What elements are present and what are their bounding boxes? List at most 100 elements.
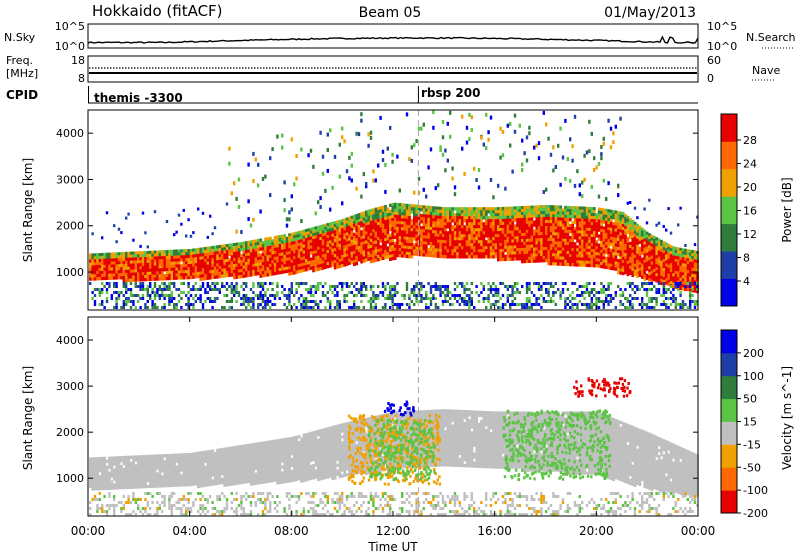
power-cell <box>338 243 342 248</box>
power-cell <box>93 303 97 306</box>
power-cell <box>362 247 366 251</box>
power-cell <box>645 231 649 235</box>
power-cell <box>204 258 207 263</box>
power-cell <box>566 157 569 162</box>
power-cell <box>237 275 241 279</box>
power-cell <box>326 300 329 303</box>
power-cell <box>629 235 632 240</box>
power-cell <box>129 306 133 309</box>
power-cell <box>206 235 209 239</box>
power-cell <box>281 240 284 244</box>
power-cell <box>257 282 260 285</box>
power-cell <box>638 252 642 256</box>
power-cell <box>305 253 308 257</box>
power-cell <box>583 221 587 225</box>
power-cell <box>638 249 642 253</box>
power-cell <box>549 211 553 215</box>
power-cell <box>125 300 128 303</box>
power-cell <box>537 223 541 227</box>
power-cell <box>617 250 620 254</box>
power-cell <box>312 257 315 261</box>
power-cell <box>353 294 356 297</box>
power-cell <box>485 243 488 247</box>
power-cell <box>629 250 632 255</box>
power-cell <box>537 303 541 306</box>
power-cell <box>189 272 193 277</box>
power-cell <box>446 219 450 223</box>
power-cell <box>345 300 349 303</box>
power-cell <box>125 275 128 280</box>
power-cell <box>461 234 464 238</box>
power-cell <box>552 250 555 254</box>
power-cell <box>585 150 589 155</box>
power-cell <box>456 240 459 244</box>
power-cell <box>165 256 169 260</box>
power-cell <box>667 249 671 253</box>
power-cell <box>115 270 119 274</box>
power-cell <box>225 259 229 263</box>
power-cell <box>259 303 262 306</box>
power-cell <box>259 268 263 272</box>
power-cell <box>420 297 423 300</box>
power-cell <box>441 135 445 140</box>
power-cell <box>564 223 567 228</box>
power-cell <box>650 300 653 303</box>
power-cell <box>410 237 414 241</box>
power-cell <box>554 244 558 248</box>
power-cell <box>156 268 159 272</box>
power-cell <box>494 294 497 297</box>
power-cell <box>665 254 668 258</box>
power-cell <box>194 257 198 261</box>
power-cell <box>312 242 315 246</box>
power-cell <box>434 221 438 225</box>
power-cell <box>259 244 263 248</box>
power-cell <box>290 262 294 267</box>
power-cell <box>197 265 200 270</box>
power-cell <box>432 233 435 237</box>
power-cell <box>113 291 116 294</box>
power-cell <box>605 256 608 261</box>
power-cell <box>216 245 219 249</box>
power-cell <box>624 231 627 236</box>
power-cell <box>602 250 606 254</box>
power-cell <box>585 236 589 240</box>
power-cell <box>554 220 558 224</box>
power-cell <box>259 238 263 242</box>
power-cell <box>283 198 286 203</box>
power-cell <box>679 253 683 258</box>
power-cell <box>509 251 512 255</box>
power-cell <box>489 252 493 256</box>
power-cell <box>353 303 356 306</box>
power-cell <box>585 291 589 294</box>
power-cell <box>636 235 639 239</box>
power-cell <box>415 294 418 297</box>
power-cell <box>624 255 627 260</box>
power-cell <box>624 288 627 291</box>
power-cell <box>228 306 231 309</box>
power-cell <box>648 242 651 246</box>
power-cell <box>341 228 344 232</box>
power-cell <box>189 294 193 297</box>
power-cell <box>501 129 505 134</box>
power-cell <box>192 231 195 235</box>
power-cell <box>465 246 469 250</box>
power-cell <box>511 251 515 255</box>
power-cell <box>564 306 567 309</box>
power-cell <box>276 282 279 285</box>
power-cell <box>369 288 373 291</box>
freq-panel: Freq. [MHz] 18 8 60 0 Nave <box>6 54 780 85</box>
power-cell <box>182 249 186 253</box>
power-cell <box>362 241 366 245</box>
power-cell <box>499 306 502 309</box>
power-cell <box>492 246 495 250</box>
power-cell <box>585 230 589 234</box>
power-cell <box>636 262 639 266</box>
power-cell <box>122 300 125 303</box>
power-cell <box>667 276 671 280</box>
power-cell <box>122 269 126 274</box>
power-cell <box>542 190 545 194</box>
power-cell <box>535 303 538 306</box>
power-cell <box>113 258 116 262</box>
power-cell <box>509 221 512 225</box>
power-cell <box>453 222 457 226</box>
